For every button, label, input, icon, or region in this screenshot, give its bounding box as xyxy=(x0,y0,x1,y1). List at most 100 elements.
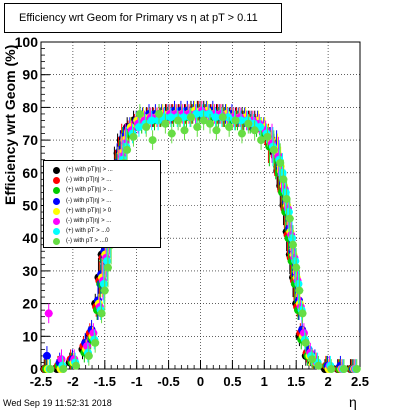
data-point xyxy=(147,116,156,125)
x-tick-label: -2 xyxy=(67,374,79,389)
x-axis-label: η xyxy=(349,394,357,410)
legend-label: (-) with pT|η| > ... xyxy=(66,177,112,184)
legend-marker xyxy=(53,187,60,195)
y-tick-label: 100 xyxy=(15,34,39,50)
legend-marker xyxy=(53,228,60,236)
x-tick-label: -2.5 xyxy=(30,374,52,389)
data-point xyxy=(59,365,68,373)
data-point xyxy=(288,240,297,249)
data-point xyxy=(103,263,112,272)
data-point xyxy=(135,109,144,118)
data-point xyxy=(134,123,143,132)
data-point xyxy=(224,113,233,122)
data-point xyxy=(166,113,175,122)
data-point xyxy=(100,286,109,295)
legend-marker xyxy=(53,207,60,215)
data-point xyxy=(211,113,220,122)
data-point xyxy=(91,338,100,347)
y-tick-label: 90 xyxy=(22,67,38,83)
legend-marker xyxy=(53,177,60,185)
legend-label: (-) with pT|η| > ... xyxy=(66,197,112,204)
data-point xyxy=(257,136,266,145)
x-tick-label: 0.5 xyxy=(223,374,241,389)
data-point xyxy=(72,361,81,370)
legend-label: (-) with pT > ...0 xyxy=(66,238,109,245)
data-point xyxy=(161,119,170,128)
data-point xyxy=(295,286,304,295)
legend: (+) with pT|η| > ... (-) with pT|η| > ...… xyxy=(43,160,161,248)
legend-entry: (+) with pT > ...0 xyxy=(44,226,160,237)
x-tick-label: 1.5 xyxy=(287,374,305,389)
data-point xyxy=(292,263,301,272)
data-point xyxy=(154,109,163,118)
y-tick-label: 70 xyxy=(22,132,38,148)
data-point xyxy=(142,123,151,132)
data-point xyxy=(193,123,202,132)
legend-entry: (+) with pT|η| > 0 xyxy=(44,206,160,217)
legend-label: (+) with pT|η| > ... xyxy=(66,167,113,173)
data-point xyxy=(180,126,189,135)
data-point xyxy=(198,109,207,118)
legend-label: (+) with pT|η| > ... xyxy=(66,187,113,194)
data-point xyxy=(352,365,361,373)
legend-label: (+) with pT > ...0 xyxy=(66,228,110,235)
data-point xyxy=(340,365,349,373)
legend-entry: (-) with pT > ...0 xyxy=(44,236,160,247)
data-point xyxy=(244,119,253,128)
chart-title: Efficiency wrt Geom for Primary vs η at … xyxy=(19,12,258,24)
data-point xyxy=(99,279,108,288)
legend-marker xyxy=(53,197,60,205)
data-point xyxy=(148,136,157,145)
y-tick-label: 20 xyxy=(22,296,38,312)
data-point xyxy=(174,116,183,125)
data-point xyxy=(263,132,272,141)
data-point xyxy=(250,126,259,135)
chart-title-box: Efficiency wrt Geom for Primary vs η at … xyxy=(4,3,282,33)
x-tick-label: 0 xyxy=(197,374,204,389)
data-point xyxy=(46,365,55,373)
data-point xyxy=(103,257,112,266)
legend-entry: (-) with pT|η| > ... xyxy=(44,175,160,186)
data-point xyxy=(154,116,163,125)
y-axis-label: Efficiency wrt Geom (%) xyxy=(2,44,18,205)
data-point xyxy=(301,338,310,347)
y-tick-label: 30 xyxy=(22,263,38,279)
data-point xyxy=(237,129,246,138)
x-tick-label: 2.5 xyxy=(351,374,369,389)
data-point xyxy=(327,365,336,373)
data-point xyxy=(282,194,291,203)
legend-entry: (+) with pT|η| > ... xyxy=(44,165,160,176)
data-point xyxy=(269,145,278,154)
data-point xyxy=(308,355,317,364)
data-point xyxy=(205,109,214,118)
x-tick-label: 1 xyxy=(261,374,268,389)
legend-label: (+) with pT|η| > 0 xyxy=(66,207,112,214)
data-point xyxy=(285,214,294,223)
data-point xyxy=(206,119,215,128)
data-point xyxy=(249,119,258,128)
data-point xyxy=(314,361,323,370)
data-point xyxy=(129,132,138,141)
data-point xyxy=(225,123,234,132)
legend-label: (-) with pT|η| > ... xyxy=(66,218,112,224)
data-point xyxy=(42,351,51,360)
data-point xyxy=(186,113,195,122)
data-point xyxy=(167,129,176,138)
y-tick-label: 40 xyxy=(22,230,38,246)
data-point xyxy=(84,351,93,360)
data-point xyxy=(212,126,221,135)
legend-entry: (-) with pT|η| > ... xyxy=(44,196,160,207)
data-point xyxy=(199,116,208,125)
legend-marker xyxy=(53,238,60,246)
data-point xyxy=(97,309,106,318)
x-tick-label: -1.5 xyxy=(94,374,116,389)
data-point xyxy=(237,116,246,125)
x-tick-label: -1 xyxy=(131,374,143,389)
y-tick-label: 60 xyxy=(22,165,38,181)
data-point xyxy=(44,309,53,318)
x-tick-label: 2 xyxy=(324,374,331,389)
legend-entry: (-) with pT|η| > ... xyxy=(44,216,160,227)
timestamp: Wed Sep 19 11:52:31 2018 xyxy=(3,398,112,408)
data-point xyxy=(231,116,240,125)
